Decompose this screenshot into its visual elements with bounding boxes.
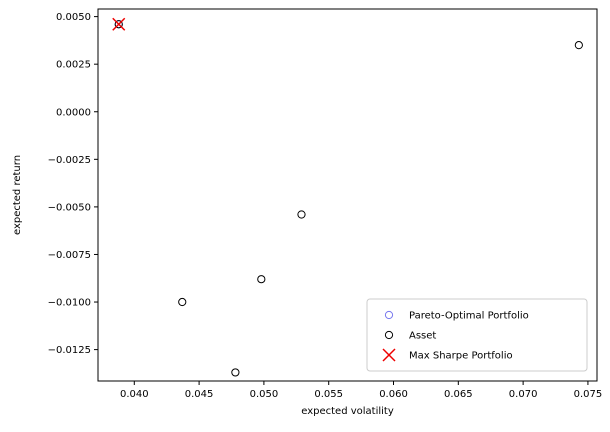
- plot-marks: [112, 17, 583, 377]
- legend-marker-pareto-optimal-portfolio: [384, 310, 394, 320]
- x-tick-label: 0.040: [120, 389, 149, 400]
- x-tick-label: 0.055: [314, 389, 343, 400]
- y-tick-label: −0.0100: [48, 298, 91, 309]
- asset-point: [178, 297, 187, 307]
- plot-frame: [97, 8, 598, 382]
- y-tick-label: −0.0125: [48, 345, 91, 356]
- legend-label-pareto-optimal-portfolio: Pareto-Optimal Portfolio: [409, 311, 529, 322]
- legend-marker-asset: [384, 330, 394, 340]
- y-axis-label: expected return: [12, 155, 23, 235]
- legend: Pareto-Optimal Portfolio Asset Max Sharpe …: [366, 298, 588, 372]
- x-tick-label: 0.050: [250, 389, 279, 400]
- legend-label-asset: Asset: [409, 331, 436, 342]
- asset-point: [257, 275, 266, 284]
- asset-point: [114, 20, 123, 29]
- x-tick-label: 0.065: [444, 389, 473, 400]
- y-tick-label: −0.0025: [48, 155, 91, 166]
- x-marker-stroke: [382, 348, 396, 362]
- asset-point: [231, 368, 240, 377]
- x-marker-stroke: [112, 17, 126, 31]
- legend-label-max-sharpe-portfolio: Max Sharpe Portfolio: [409, 351, 513, 362]
- y-tick-label: −0.0075: [48, 250, 91, 261]
- x-axis-ticks: 0.040 0.045 0.050 0.055 0.060 0.065 0.070 0.075: [120, 381, 602, 400]
- asset-point: [574, 41, 583, 50]
- y-tick-label: 0.0050: [56, 12, 91, 23]
- y-tick-label: −0.0050: [48, 202, 91, 213]
- y-axis-ticks: 0.0050 0.0025 0.0000 −0.0025 −0.0050 −0.0075 −…: [48, 12, 98, 356]
- x-tick-label: 0.045: [185, 389, 214, 400]
- x-tick-label: 0.070: [509, 389, 538, 400]
- legend-marker-max-sharpe-portfolio: [382, 348, 396, 362]
- max-sharpe-portfolio-point: [112, 17, 126, 31]
- x-axis-label: expected volatility: [301, 406, 394, 417]
- y-tick-label: 0.0025: [56, 60, 91, 71]
- y-tick-label: 0.0000: [56, 107, 91, 118]
- x-tick-label: 0.060: [379, 389, 408, 400]
- x-tick-label: 0.075: [574, 389, 603, 400]
- legend-box: [366, 298, 588, 372]
- asset-point: [297, 210, 306, 219]
